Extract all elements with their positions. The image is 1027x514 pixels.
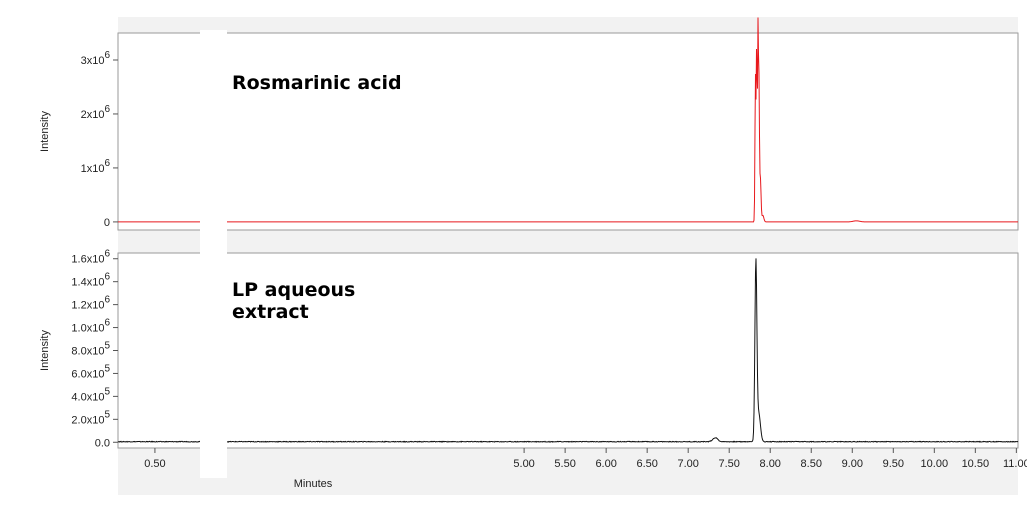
x-tick-label: 8.00	[760, 458, 781, 470]
x-tick-label: 10.50	[962, 458, 990, 470]
y-axis-title: Intensity	[39, 330, 51, 371]
x-tick-label: 6.00	[595, 458, 616, 470]
x-axis: 0.50 5.00 5.50 6.00 6.50 7.00 7.50 8.00 8.50 9.00…	[144, 448, 1027, 490]
y-tick-label: 2.0x105	[71, 409, 110, 426]
series-trace	[118, 17, 1018, 223]
y-axis-title: Intensity	[39, 111, 51, 152]
x-tick-label: 6.50	[636, 458, 657, 470]
x-tick-label: 11.00	[1003, 458, 1027, 470]
x-tick-label: 8.50	[801, 458, 822, 470]
y-tick-label: 1.2x106	[71, 295, 110, 312]
x-tick-label: 0.50	[144, 458, 165, 470]
x-tick-label: 7.00	[677, 458, 698, 470]
x-tick-label: 7.50	[719, 458, 740, 470]
y-tick-label: 0	[104, 217, 110, 229]
x-axis-title: Minutes	[294, 478, 333, 490]
panel-2-label: LP aqueous extract	[222, 276, 444, 326]
y-tick-label: 3x106	[81, 50, 111, 67]
x-tick-label: 9.50	[883, 458, 904, 470]
y-tick-label: 1.0x106	[71, 318, 110, 335]
y-tick-label: 1x106	[81, 158, 111, 175]
y-tick-label: 8.0x105	[71, 341, 110, 358]
panel-1: 0 1x106 2x106 3x106 Intensity	[39, 17, 1019, 231]
y-tick-label: 4.0x105	[71, 386, 110, 403]
x-tick-label: 5.00	[513, 458, 534, 470]
series-trace	[117, 258, 1019, 443]
y-tick-label: 0.0	[95, 437, 110, 449]
y-tick-label: 1.4x106	[71, 272, 110, 289]
x-tick-label: 10.00	[921, 458, 949, 470]
x-tick-label: 5.50	[554, 458, 575, 470]
panel-1-label: Rosmarinic acid	[222, 57, 422, 109]
y-tick-label: 6.0x105	[71, 363, 110, 380]
y-tick-label: 1.6x106	[71, 249, 110, 266]
y-tick-label: 2x106	[81, 104, 111, 121]
x-tick-label: 9.00	[842, 458, 863, 470]
panel-2: 0.0 2.0x105 4.0x105 6.0x105 8.0x105 1.0x106 1.…	[39, 249, 1019, 449]
